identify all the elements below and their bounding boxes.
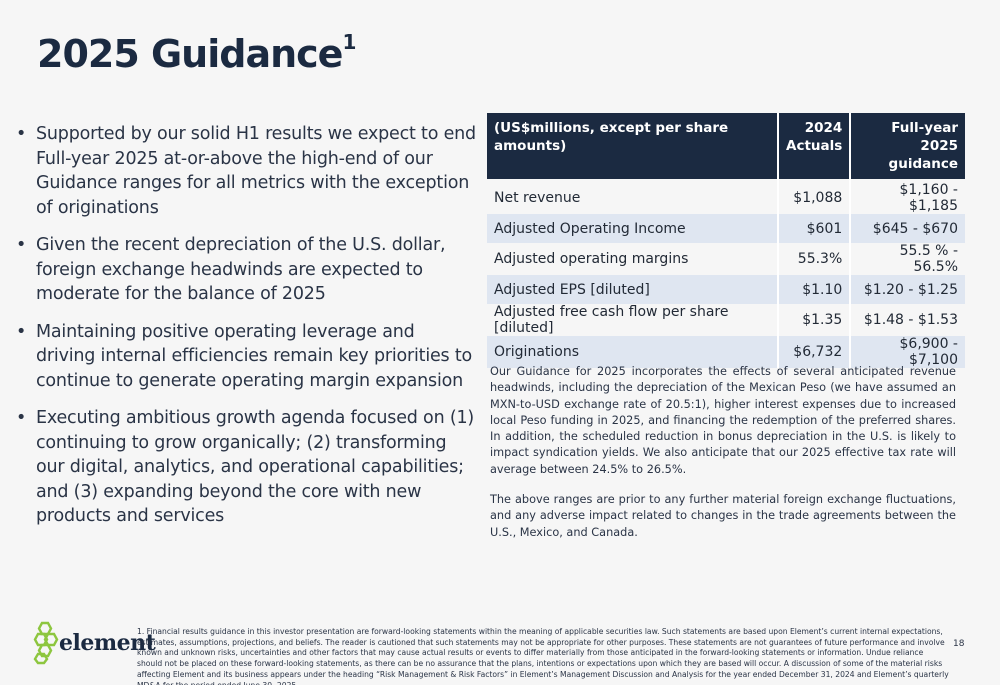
bullet-glyph: • (16, 408, 27, 428)
row-label: Adjusted EPS [diluted] (487, 275, 779, 304)
table-row: Adjusted free cash flow per share [dilut… (487, 304, 965, 336)
header-2024-actuals: 2024 Actuals (778, 113, 852, 179)
row-label: Adjusted operating margins (487, 243, 779, 275)
table-row: Adjusted EPS [diluted] $1.10 $1.20 - $1.… (487, 275, 965, 304)
row-actual: $1.35 (778, 304, 852, 336)
logo-wordmark: element (59, 630, 156, 656)
bullet-glyph: • (16, 235, 27, 255)
footnote: 1. Financial results guidance in this in… (137, 627, 949, 685)
note-paragraph: The above ranges are prior to any furthe… (490, 493, 956, 539)
row-guidance: $1,160 - $1,185 (899, 182, 959, 214)
bullet-text: Maintaining positive operating leverage … (36, 321, 473, 391)
title-footnote-marker: 1 (342, 30, 356, 55)
table-row: Net revenue $1,088 $1,160 - $1,185 (487, 179, 965, 214)
hexagon-mark (43, 632, 59, 647)
bullet-item: • Supported by our solid H1 results we ex… (16, 122, 476, 220)
row-label: Adjusted free cash flow per share [dilut… (487, 304, 779, 336)
hexagon-mark (37, 643, 53, 658)
bullet-text: Executing ambitious growth agenda focuse… (36, 408, 475, 526)
row-guidance: 55.5 % - 56.5% (899, 243, 958, 275)
row-label: Originations (487, 336, 779, 368)
page-number: 18 (953, 639, 965, 649)
row-guidance: $1.48 - $1.53 (863, 312, 958, 328)
row-guidance: $6,900 - $7,100 (850, 336, 965, 368)
table-row: Adjusted operating margins 55.3% 55.5 % … (487, 243, 965, 275)
bullet-text: Given the recent depreciation of the U.S… (36, 235, 446, 304)
guidance-notes: Our Guidance for 2025 incorporates the e… (490, 364, 956, 555)
page-title: 2025 Guidance1 (37, 30, 356, 76)
row-actual: $1,088 (778, 179, 852, 214)
table-row: Originations $6,732 $6,900 - $7,100 (487, 336, 965, 368)
page-title-text: 2025 Guidance (37, 32, 343, 76)
bullet-glyph: • (16, 124, 27, 144)
bullet-item: • Executing ambitious growth agenda focus… (16, 406, 476, 529)
hexagon-mark (33, 652, 49, 665)
table-header-row: (US$millions, except per share amounts) … (487, 113, 965, 179)
guidance-table: (US$millions, except per share amounts) … (487, 113, 965, 368)
row-actual: $601 (778, 214, 852, 243)
bullet-item: • Maintaining positive operating leverage… (16, 320, 476, 394)
table-row: Adjusted Operating Income $601 $645 - $6… (487, 214, 965, 243)
header-2025-guidance: Full-year 2025 guidance (850, 113, 965, 179)
element-logo-icon (33, 621, 59, 665)
bullet-list: • Supported by our solid H1 results we ex… (16, 122, 476, 542)
header-metric: (US$millions, except per share amounts) (487, 113, 779, 179)
row-actual: 55.3% (778, 243, 852, 275)
row-label: Adjusted Operating Income (487, 214, 779, 243)
bullet-item: • Given the recent depreciation of the U.… (16, 233, 476, 307)
bullet-text: Supported by our solid H1 results we exp… (36, 124, 476, 218)
row-actual: $6,732 (778, 336, 852, 368)
row-actual: $1.10 (778, 275, 852, 304)
note-paragraph: Our Guidance for 2025 incorporates the e… (490, 365, 956, 476)
bullet-glyph: • (16, 321, 27, 342)
row-label: Net revenue (487, 179, 779, 214)
hexagon-mark (37, 621, 53, 636)
row-guidance: $1.20 - $1.25 (850, 275, 965, 304)
logo-hexagons (33, 621, 59, 665)
row-guidance: $645 - $670 (850, 214, 965, 243)
